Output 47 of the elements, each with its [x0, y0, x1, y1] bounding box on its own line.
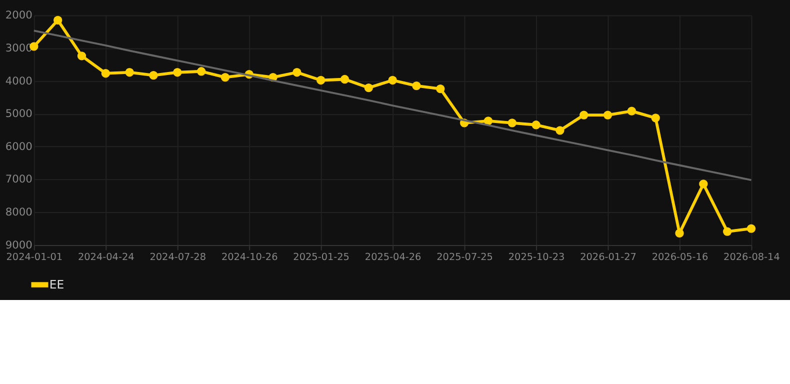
y-tick-label: 2000: [5, 8, 33, 22]
y-tick-label: 6000: [5, 140, 33, 153]
y-tick-label: 8000: [5, 206, 33, 219]
y-tick-label: 5000: [5, 107, 33, 120]
y-tick-label: 7000: [5, 172, 33, 186]
x-tick-label: 2024-04-24: [78, 252, 134, 264]
point: [364, 83, 373, 92]
point: [436, 84, 445, 94]
point: [412, 81, 421, 90]
x-tick-label: 2025-01-25: [293, 252, 350, 264]
point: [220, 72, 230, 82]
point: [292, 68, 302, 77]
point: [722, 227, 732, 236]
point: [316, 76, 326, 85]
x-tick-label: 2026-01-27: [580, 252, 636, 264]
point: [627, 106, 636, 116]
point: [340, 74, 350, 84]
legend-label: EE: [49, 278, 64, 292]
point: [125, 68, 134, 77]
point: [651, 114, 660, 122]
point: [149, 70, 158, 80]
point: [388, 76, 397, 85]
point: [484, 116, 493, 126]
point: [173, 68, 182, 77]
point: [532, 120, 540, 130]
y-tick-label: 9000: [5, 238, 33, 252]
y-tick-label: 4000: [5, 74, 33, 88]
point: [77, 52, 86, 60]
x-tick-label: 2025-10-23: [508, 252, 565, 264]
point: [54, 16, 62, 25]
x-tick-label: 2026-08-14: [724, 252, 780, 264]
x-tick-label: 2025-07-25: [436, 252, 493, 264]
point: [699, 180, 708, 188]
point: [508, 118, 516, 128]
point: [603, 110, 612, 120]
x-tick-label: 2024-10-26: [221, 252, 278, 264]
line-series: [32, 30, 752, 181]
point: [580, 110, 588, 120]
point: [675, 228, 684, 238]
point: [101, 69, 110, 78]
x-tick-label: 2024-07-28: [150, 252, 206, 264]
point: [196, 67, 206, 76]
x-tick-label: 2026-05-16: [652, 252, 708, 264]
x-tick-label: 2025-04-26: [364, 252, 422, 264]
point: [556, 126, 564, 135]
point: [746, 224, 756, 233]
x-tick-label: 2024-01-01: [6, 252, 63, 264]
